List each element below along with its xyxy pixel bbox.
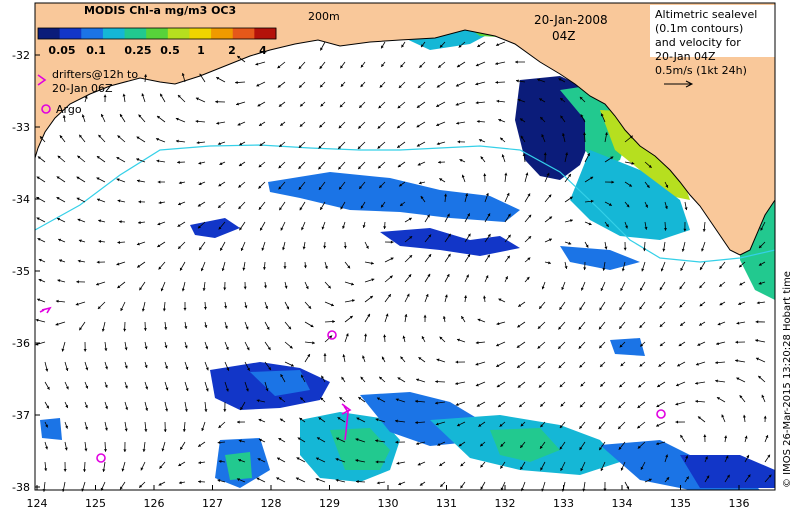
x-tick-label: 128 [261,497,282,510]
y-tick-label: -36 [12,337,30,350]
x-tick-label: 129 [319,497,340,510]
x-tick-label: 132 [495,497,516,510]
info-scale: 0.5m/s (1kt 24h) [655,64,747,77]
date-label: 20-Jan-2008 [534,13,608,27]
colorbar-title: MODIS Chl-a mg/m3 OC3 [84,4,236,17]
y-tick-label: -35 [12,265,30,278]
colorbar-swatch [102,28,126,39]
argo-markers [96,330,666,463]
legend-argo: Argo [56,103,82,116]
x-axis: 124 125 126 127 128 129 130 131 132 133 134 135 136 [27,485,750,510]
land-mass [34,2,776,256]
legend-drifters-line2: 20-Jan 06Z [52,82,113,95]
colorbar-swatch [189,28,212,39]
info-line2: (0.1m contours) [655,22,743,35]
colorbar-tick-label: 0.5 [160,44,180,57]
info-line3: and velocity for [655,36,741,49]
y-tick-label: -37 [12,409,30,422]
y-tick-label: -33 [12,121,30,134]
colorbar-ticks: 0.05 0.1 0.25 0.5 1 2 4 [48,44,267,57]
y-axis: -32 -33 -34 -35 -36 -37 -38 [12,49,40,494]
legend-drifters-line1: drifters@12h to [52,68,138,81]
colorbar: MODIS Chl-a mg/m3 OC3 0.05 0.1 0.25 0.5 1 2 4 [37,4,277,57]
colorbar-swatch [124,28,147,39]
x-tick-label: 131 [436,497,457,510]
drifter-tracks [39,306,352,441]
legend: drifters@12h to 20-Jan 06Z Argo [37,68,138,116]
credit-text: © IMOS 26-Mar-2015 13:20:28 Hobart time [782,271,793,488]
colorbar-tick-label: 4 [259,44,267,57]
x-tick-label: 135 [670,497,691,510]
colorbar-swatch [38,28,61,39]
argo-float [327,330,337,340]
drifter-track [343,405,349,441]
colorbar-swatch [146,28,169,39]
colorbar-swatch [211,28,234,39]
colorbar-tick-label: 0.25 [124,44,151,57]
colorbar-tick-label: 0.1 [86,44,106,57]
info-line1: Altimetric sealevel [655,8,757,21]
time-label: 04Z [552,29,576,43]
argo-float [656,409,666,419]
info-line4: 20-Jan 04Z [655,50,716,63]
colorbar-tick-label: 0.05 [48,44,75,57]
x-tick-label: 134 [612,497,633,510]
colorbar-swatch [167,28,190,39]
x-tick-label: 130 [378,497,399,510]
isobath-label: 200m [308,10,340,23]
drifter-track [39,306,52,314]
x-tick-label: 124 [27,497,48,510]
argo-legend-icon [41,104,51,114]
x-tick-label: 126 [144,497,165,510]
isobath-200m [34,144,776,263]
velocity-arrows [35,41,772,492]
argo-float [96,453,106,463]
colorbar-tick-label: 1 [197,44,205,57]
y-tick-label: -38 [12,481,30,494]
y-tick-label: -34 [12,193,30,206]
x-tick-label: 136 [729,497,750,510]
colorbar-swatch [254,28,277,39]
x-tick-label: 133 [553,497,574,510]
colorbar-swatch [59,28,82,39]
colorbar-swatches [37,27,277,40]
y-tick-label: -32 [12,49,30,62]
colorbar-tick-label: 2 [228,44,236,57]
info-box: Altimetric sealevel (0.1m contours) and … [650,5,775,88]
colorbar-swatch [232,28,255,39]
drifter-legend-icon [37,74,47,86]
x-tick-label: 125 [85,497,106,510]
drifter-head [341,403,352,415]
colorbar-swatch [81,28,104,39]
plot-frame [34,2,776,491]
x-tick-label: 127 [202,497,223,510]
